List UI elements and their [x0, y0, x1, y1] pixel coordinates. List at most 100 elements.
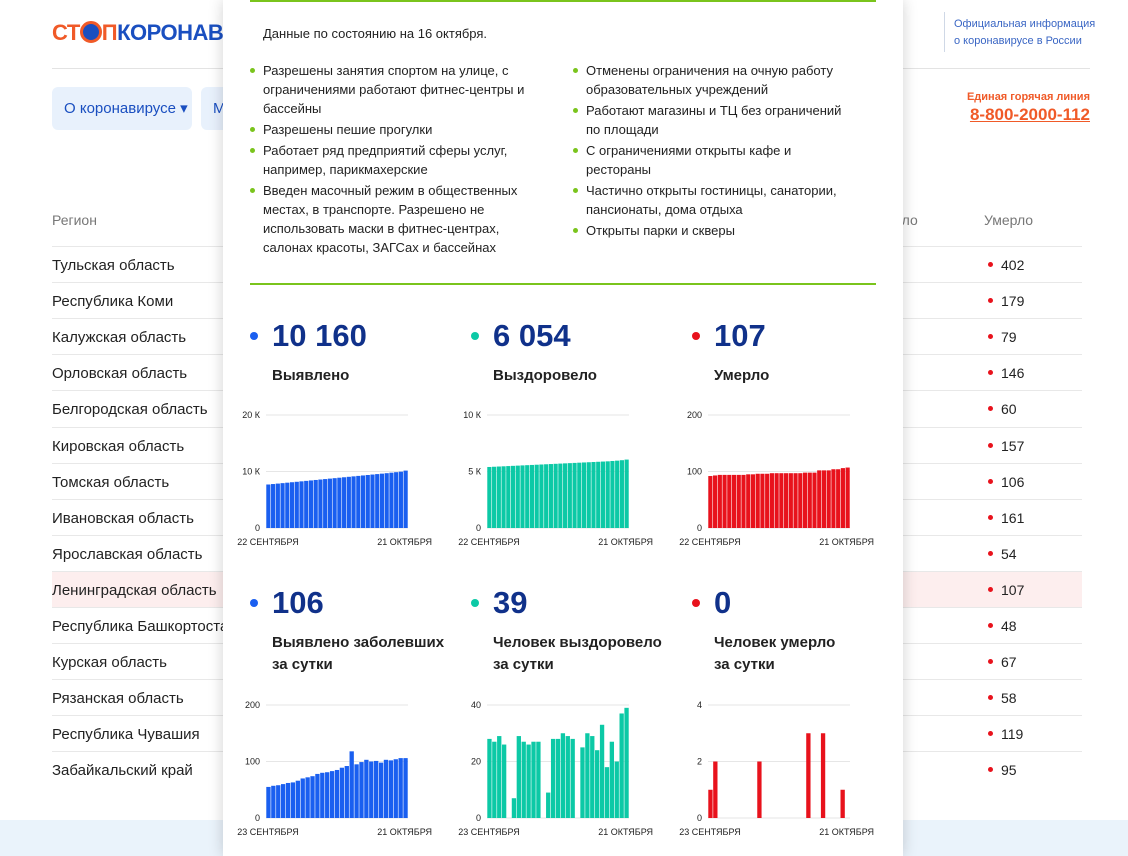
stat-label-line: Выявлено — [272, 367, 350, 384]
bar — [845, 467, 850, 528]
official-info[interactable]: Официальная информация о коронавирусе в Р… — [954, 16, 1095, 50]
stat-label-line: Умерло — [714, 367, 770, 384]
stat-value: 39 — [493, 585, 528, 620]
hotline[interactable]: Единая горячая линия 8-800-2000-112 — [967, 91, 1090, 125]
stat-label-line: Человек выздоровело — [493, 634, 662, 651]
stat-dot — [250, 332, 258, 340]
y-tick-label: 10 К — [242, 467, 261, 477]
bar — [398, 471, 403, 528]
bar — [722, 474, 727, 528]
mini-chart: 0 2 4 23 СЕНТЯБРЯ 21 ОКТЯБРЯ — [679, 700, 874, 837]
bar — [320, 772, 325, 818]
bar — [334, 769, 340, 818]
bar — [403, 470, 408, 528]
bar — [276, 785, 281, 818]
died-value: 179 — [1001, 293, 1025, 310]
stat-label: Человек умерло за сутки — [714, 632, 835, 676]
bar — [585, 733, 590, 818]
bar — [831, 469, 836, 528]
red-dot — [988, 514, 993, 520]
stat-dot — [692, 332, 700, 340]
stat-dot — [692, 599, 700, 607]
bar — [784, 473, 789, 528]
mini-chart: 0 20 40 23 СЕНТЯБРЯ 21 ОКТЯБРЯ — [458, 700, 653, 837]
bar — [403, 758, 408, 818]
bar — [327, 478, 332, 528]
died-value: 157 — [1001, 437, 1025, 454]
stat-label: Выздоровело — [493, 365, 597, 387]
region-name: Республика Коми — [52, 293, 174, 311]
bar — [550, 738, 556, 818]
stat-label-line: за сутки — [714, 656, 775, 673]
bar — [375, 474, 380, 528]
red-dot — [988, 298, 993, 304]
bar — [806, 733, 811, 818]
bar — [614, 761, 619, 818]
bar — [310, 776, 315, 818]
bar — [546, 792, 551, 818]
bar — [708, 789, 713, 818]
bar — [544, 464, 549, 528]
bar — [365, 475, 370, 528]
bar — [774, 473, 779, 528]
bar — [577, 462, 582, 528]
stat-value: 106 — [272, 585, 324, 620]
bar — [337, 477, 342, 528]
bar — [817, 470, 822, 528]
bar — [605, 461, 610, 528]
list-item: Работают магазины и ТЦ без ограничений п… — [573, 101, 858, 139]
bar — [565, 736, 570, 818]
bar — [619, 713, 624, 818]
stat-label-line: за сутки — [272, 656, 333, 673]
bar — [548, 464, 553, 528]
bar — [590, 736, 595, 818]
bar — [624, 459, 629, 528]
bar — [713, 475, 718, 528]
bar — [325, 772, 330, 818]
list-item: Разрешены пешие прогулки — [250, 120, 525, 139]
bar — [501, 744, 507, 818]
bar — [755, 473, 760, 528]
bar — [821, 470, 827, 528]
bar — [329, 771, 335, 818]
y-tick-label: 20 — [471, 757, 481, 767]
bar — [364, 759, 369, 818]
x-label: 21 ОКТЯБРЯ — [598, 537, 653, 547]
died-value: 60 — [1001, 401, 1017, 418]
bar — [356, 475, 361, 528]
bar — [487, 466, 492, 528]
died-value: 48 — [1001, 618, 1017, 634]
stat-value: 6 054 — [493, 318, 571, 353]
bar — [563, 463, 568, 528]
red-dot — [988, 623, 993, 628]
y-tick-label: 0 — [255, 813, 260, 823]
x-label: 23 СЕНТЯБРЯ — [237, 827, 299, 837]
bar — [510, 465, 516, 528]
bar — [595, 750, 600, 818]
nav-item[interactable]: О коронавирусе ▾ — [52, 87, 192, 130]
x-label: 21 ОКТЯБРЯ — [819, 537, 874, 547]
bar — [531, 741, 536, 818]
region-name: Республика Башкортостан — [52, 618, 237, 635]
bar — [840, 789, 845, 818]
bar — [280, 784, 286, 818]
red-dot — [988, 586, 993, 592]
list-item: Отменены ограничения на очную работу обр… — [573, 61, 858, 99]
x-label: 22 СЕНТЯБРЯ — [458, 537, 520, 547]
stat-label-line: Выявлено заболевших — [272, 634, 445, 651]
bar — [290, 782, 296, 818]
date-note: Данные по состоянию на 16 октября. — [263, 26, 488, 41]
bar — [378, 762, 384, 818]
y-tick-label: 0 — [255, 523, 260, 533]
red-dot — [988, 767, 993, 773]
bar — [765, 473, 770, 528]
bar — [826, 470, 831, 528]
bar — [516, 736, 521, 818]
died-value: 161 — [1001, 509, 1025, 526]
x-label: 21 ОКТЯБРЯ — [598, 827, 653, 837]
bar — [840, 468, 845, 528]
stat-label-line: Человек умерло — [714, 634, 836, 651]
bar — [736, 474, 741, 528]
bar — [807, 472, 812, 528]
